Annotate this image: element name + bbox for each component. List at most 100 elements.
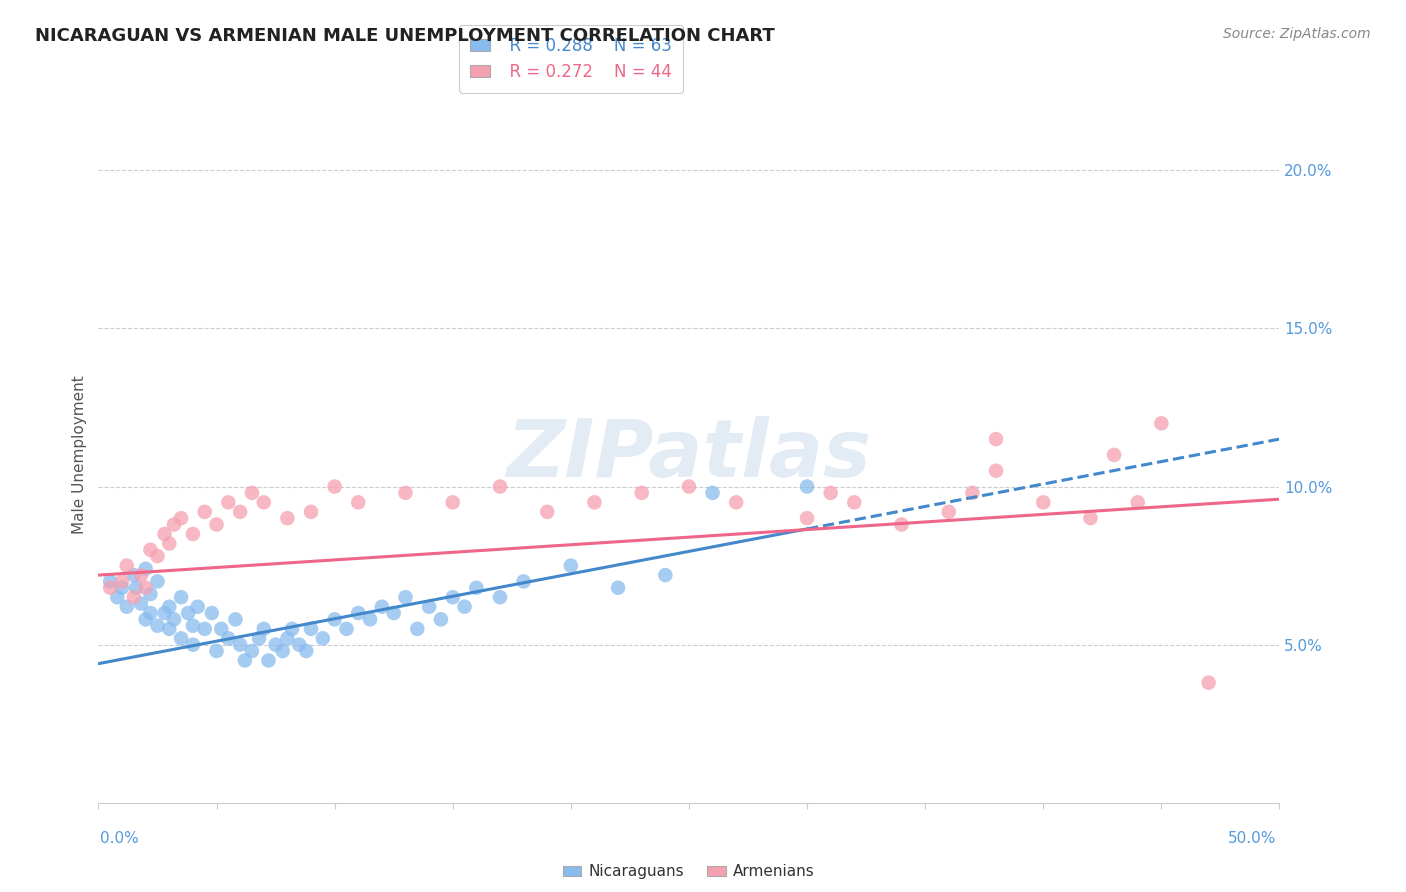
Point [170, 591, 193, 605]
Point [129, 597, 152, 611]
Text: NICARAGUAN VS ARMENIAN MALE UNEMPLOYMENT CORRELATION CHART: NICARAGUAN VS ARMENIAN MALE UNEMPLOYMENT… [35, 27, 775, 45]
Legend: Nicaraguans, Armenians: Nicaraguans, Armenians [557, 858, 821, 886]
Point [394, 486, 416, 500]
Point [194, 505, 217, 519]
Point [98, 574, 121, 589]
Point [382, 606, 405, 620]
Point [560, 558, 582, 573]
Point [820, 486, 842, 500]
Point [890, 517, 912, 532]
Point [157, 622, 180, 636]
Point [607, 581, 630, 595]
Text: 50.0%: 50.0% [1229, 831, 1277, 846]
Point [229, 638, 252, 652]
Point [796, 479, 818, 493]
Point [205, 517, 228, 532]
Point [276, 632, 298, 646]
Point [323, 612, 346, 626]
Point [240, 644, 263, 658]
Point [257, 653, 280, 667]
Point [146, 618, 169, 632]
Point [253, 495, 276, 509]
Point [115, 558, 138, 573]
Point [181, 618, 204, 632]
Point [489, 479, 512, 493]
Point [281, 622, 304, 636]
Point [583, 495, 606, 509]
Point [205, 644, 228, 658]
Text: 0.0%: 0.0% [100, 831, 139, 846]
Point [233, 653, 256, 667]
Point [135, 612, 157, 626]
Point [153, 606, 176, 620]
Point [247, 632, 270, 646]
Point [217, 495, 239, 509]
Point [512, 574, 534, 589]
Point [1080, 511, 1102, 525]
Point [796, 511, 818, 525]
Point [288, 638, 311, 652]
Point [406, 622, 429, 636]
Point [157, 536, 180, 550]
Point [295, 644, 318, 658]
Point [240, 486, 263, 500]
Point [299, 505, 322, 519]
Point [177, 606, 200, 620]
Point [157, 599, 180, 614]
Point [125, 581, 148, 595]
Point [115, 599, 138, 614]
Point [135, 562, 157, 576]
Point [1102, 448, 1125, 462]
Point [1126, 495, 1149, 509]
Point [135, 581, 157, 595]
Point [122, 568, 145, 582]
Point [181, 527, 204, 541]
Point [276, 511, 298, 525]
Point [271, 644, 294, 658]
Point [209, 622, 232, 636]
Point [323, 479, 346, 493]
Point [98, 581, 121, 595]
Point [844, 495, 866, 509]
Point [194, 622, 217, 636]
Point [139, 606, 162, 620]
Point [359, 612, 381, 626]
Text: Source: ZipAtlas.com: Source: ZipAtlas.com [1223, 27, 1371, 41]
Point [465, 581, 488, 595]
Point [224, 612, 246, 626]
Point [702, 486, 724, 500]
Point [111, 581, 134, 595]
Point [201, 606, 224, 620]
Point [1198, 675, 1220, 690]
Point [139, 587, 162, 601]
Point [418, 599, 440, 614]
Point [654, 568, 676, 582]
Point [264, 638, 287, 652]
Point [489, 591, 512, 605]
Point [170, 511, 193, 525]
Text: ZIPatlas: ZIPatlas [506, 416, 872, 494]
Point [453, 599, 475, 614]
Point [170, 632, 193, 646]
Point [430, 612, 453, 626]
Point [181, 638, 204, 652]
Point [111, 574, 134, 589]
Point [1032, 495, 1054, 509]
Point [678, 479, 700, 493]
Point [187, 599, 209, 614]
Point [312, 632, 335, 646]
Point [163, 612, 186, 626]
Point [335, 622, 357, 636]
Point [984, 464, 1007, 478]
Point [394, 591, 416, 605]
Point [347, 606, 370, 620]
Point [962, 486, 984, 500]
Point [725, 495, 748, 509]
Point [536, 505, 558, 519]
Point [129, 568, 152, 582]
Point [153, 527, 176, 541]
Point [984, 432, 1007, 446]
Point [1150, 417, 1173, 431]
Point [105, 591, 128, 605]
Point [441, 495, 464, 509]
